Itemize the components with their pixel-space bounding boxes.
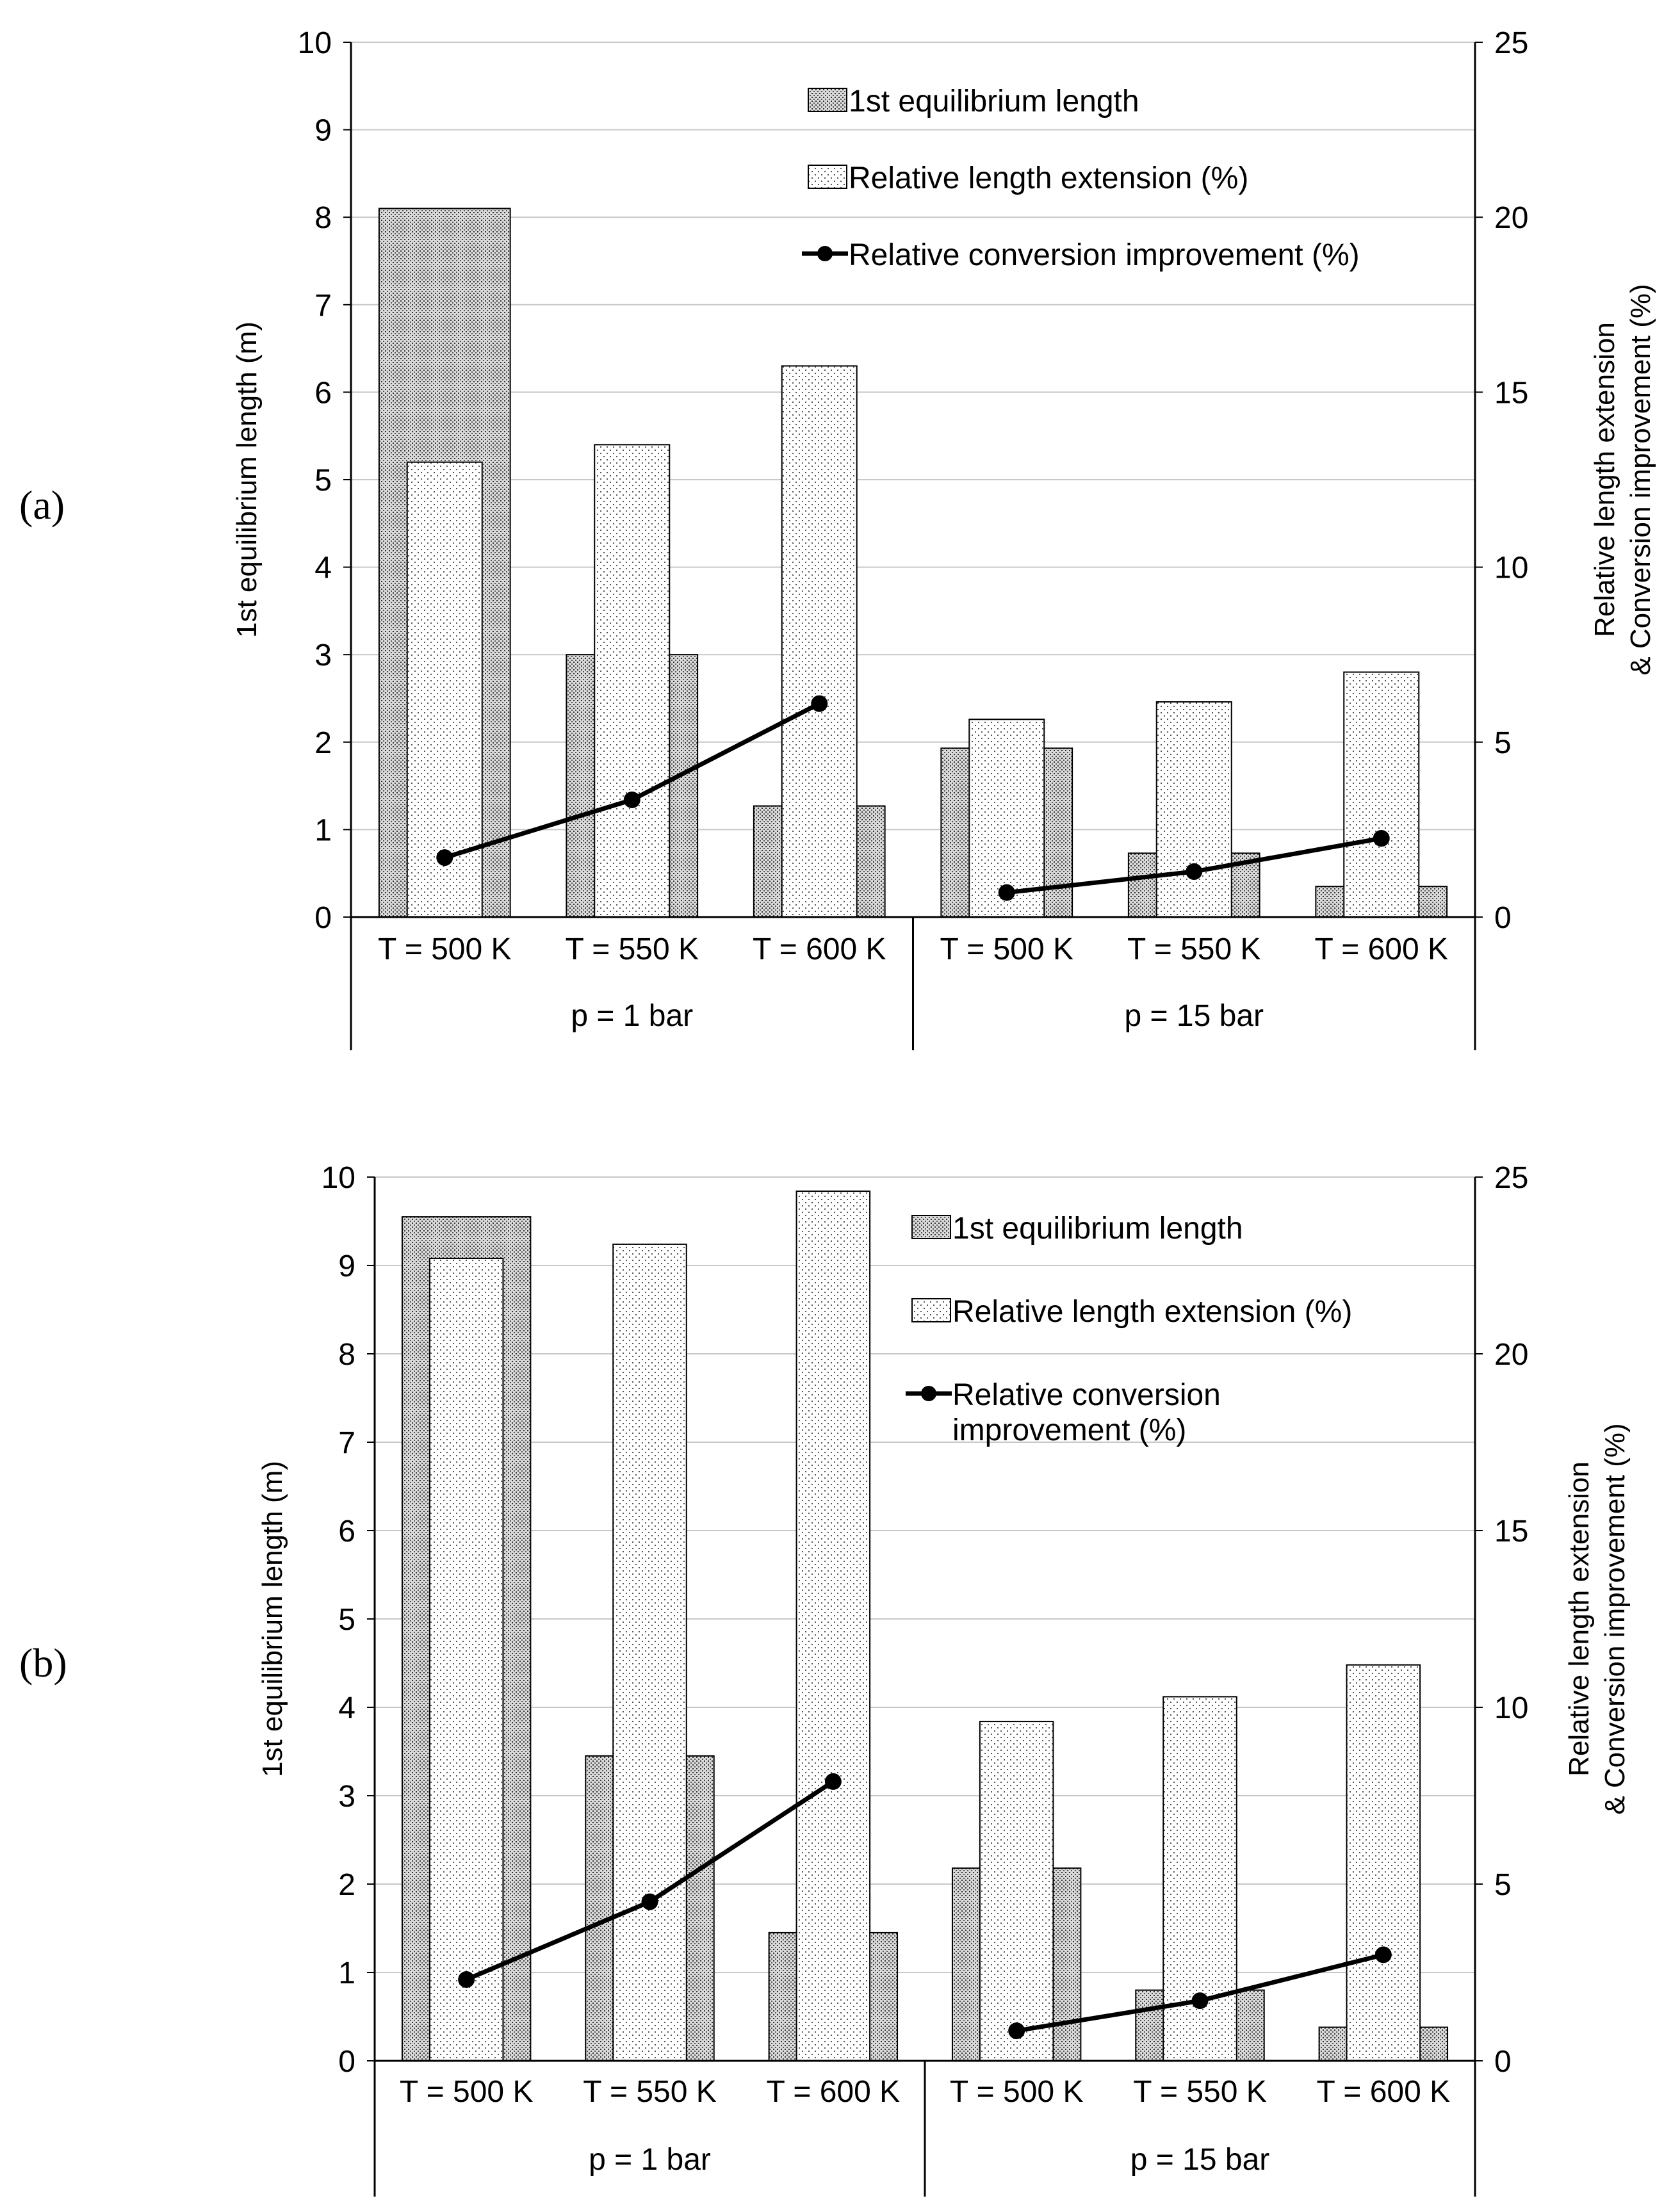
left-tick-label: 1 xyxy=(338,1956,355,1990)
left-tick-label: 9 xyxy=(314,114,332,148)
category-label: T = 600 K xyxy=(1317,2075,1451,2109)
conversion-point xyxy=(824,1773,842,1790)
legend-label: 1st equilibrium length xyxy=(849,85,1139,118)
left-axis-title: 1st equilibrium length (m) xyxy=(257,1461,288,1777)
left-tick-label: 10 xyxy=(298,26,332,60)
left-tick-label: 1 xyxy=(314,813,332,847)
left-tick-label: 6 xyxy=(314,376,332,410)
chart-panel-a: (a) 0 1 2 3 4 5 6 7 8 9 10 0 5 10 15 20 25 1st equilibrium… xyxy=(19,26,1656,1050)
conversion-point xyxy=(811,695,828,712)
left-tick-label: 0 xyxy=(338,2045,355,2079)
right-axis-title-line: Relative length extension xyxy=(1563,1461,1595,1776)
bar-length-extension xyxy=(1346,1664,1421,2061)
right-tick-label: 5 xyxy=(1494,1868,1512,1902)
conversion-point xyxy=(1008,2022,1025,2040)
group-label: p = 15 bar xyxy=(1125,999,1264,1033)
left-tick-label: 4 xyxy=(338,1691,355,1725)
left-tick-label: 0 xyxy=(314,901,332,935)
group-label: p = 1 bar xyxy=(589,2143,711,2177)
left-tick-label: 2 xyxy=(314,726,332,760)
group-label: p = 15 bar xyxy=(1130,2143,1270,2177)
left-tick-label: 7 xyxy=(314,289,332,323)
right-tick-label: 0 xyxy=(1494,2045,1512,2079)
left-tick-label: 3 xyxy=(338,1780,355,1814)
right-tick-label: 10 xyxy=(1494,551,1528,585)
panel-label: (b) xyxy=(19,1640,67,1686)
right-tick-label: 20 xyxy=(1494,1338,1528,1372)
conversion-point xyxy=(436,849,453,866)
bar-length-extension xyxy=(1155,701,1232,918)
conversion-point xyxy=(641,1893,658,1910)
conversion-point xyxy=(1374,1946,1392,1963)
legend-swatch-equilibrium xyxy=(808,88,847,112)
right-axis-title-line: & Conversion improvement (%) xyxy=(1599,1423,1631,1814)
legend-swatch-marker xyxy=(817,246,833,261)
legend-swatch-marker xyxy=(921,1386,936,1401)
left-tick-label: 8 xyxy=(338,1338,355,1372)
category-label: T = 550 K xyxy=(565,932,699,966)
legend-swatch-extension xyxy=(808,165,847,189)
left-tick-label: 9 xyxy=(338,1249,355,1283)
right-tick-label: 5 xyxy=(1494,726,1512,760)
bar-length-extension xyxy=(406,461,483,918)
right-tick-label: 25 xyxy=(1494,1161,1528,1195)
conversion-point xyxy=(1186,863,1203,880)
legend-swatch-extension xyxy=(911,1298,951,1322)
bar-length-extension xyxy=(968,719,1045,918)
left-tick-label: 6 xyxy=(338,1515,355,1549)
bar-length-extension xyxy=(979,1721,1054,2062)
legend-label: Relative length extension (%) xyxy=(952,1295,1352,1329)
bar-length-extension xyxy=(781,365,858,918)
bar-length-extension xyxy=(594,444,671,918)
category-label: T = 600 K xyxy=(767,2075,901,2109)
legend-label: improvement (%) xyxy=(952,1413,1186,1447)
left-tick-label: 4 xyxy=(314,551,332,585)
conversion-point xyxy=(458,1971,475,1988)
conversion-point xyxy=(1191,1992,1209,2010)
conversion-point xyxy=(1373,830,1390,847)
legend-label: 1st equilibrium length xyxy=(952,1212,1243,1246)
category-label: T = 500 K xyxy=(400,2075,534,2109)
left-tick-label: 10 xyxy=(322,1161,355,1195)
left-tick-label: 8 xyxy=(314,201,332,235)
category-label: T = 550 K xyxy=(1127,932,1261,966)
legend-label: Relative conversion improvement (%) xyxy=(849,238,1360,272)
legend-swatch-equilibrium xyxy=(911,1215,951,1239)
left-tick-label: 3 xyxy=(314,638,332,672)
left-tick-label: 7 xyxy=(338,1426,355,1460)
right-tick-label: 0 xyxy=(1494,901,1512,935)
conversion-point xyxy=(998,884,1015,901)
legend-label: Relative length extension (%) xyxy=(849,161,1248,195)
category-label: T = 500 K xyxy=(940,932,1073,966)
left-tick-label: 5 xyxy=(314,464,332,498)
right-tick-label: 15 xyxy=(1494,1515,1528,1549)
right-axis-title-line: & Conversion improvement (%) xyxy=(1625,284,1656,675)
conversion-point xyxy=(623,791,640,808)
chart-panel-b: (b) 0 1 2 3 4 5 6 7 8 9 10 0 5 10 15 20 25 1st equilibrium… xyxy=(19,1161,1631,2197)
bar-length-extension xyxy=(795,1191,871,2061)
category-label: T = 550 K xyxy=(583,2075,717,2109)
category-label: T = 500 K xyxy=(950,2075,1084,2109)
bar-length-extension xyxy=(1343,671,1420,918)
category-label: T = 500 K xyxy=(378,932,512,966)
bar-length-extension xyxy=(612,1243,687,2061)
bar-length-extension xyxy=(428,1257,504,2061)
panel-label: (a) xyxy=(19,482,65,528)
left-tick-label: 5 xyxy=(338,1603,355,1637)
right-tick-label: 25 xyxy=(1494,26,1528,60)
category-label: T = 600 K xyxy=(1314,932,1448,966)
legend-label: Relative conversion xyxy=(952,1378,1221,1412)
right-tick-label: 15 xyxy=(1494,376,1528,410)
right-tick-label: 10 xyxy=(1494,1691,1528,1725)
category-label: T = 600 K xyxy=(753,932,886,966)
category-label: T = 550 K xyxy=(1133,2075,1267,2109)
right-axis-title-line: Relative length extension xyxy=(1589,322,1620,637)
group-label: p = 1 bar xyxy=(571,999,693,1033)
left-tick-label: 2 xyxy=(338,1868,355,1902)
left-axis-title: 1st equilibrium length (m) xyxy=(231,321,263,638)
right-tick-label: 20 xyxy=(1494,201,1528,235)
